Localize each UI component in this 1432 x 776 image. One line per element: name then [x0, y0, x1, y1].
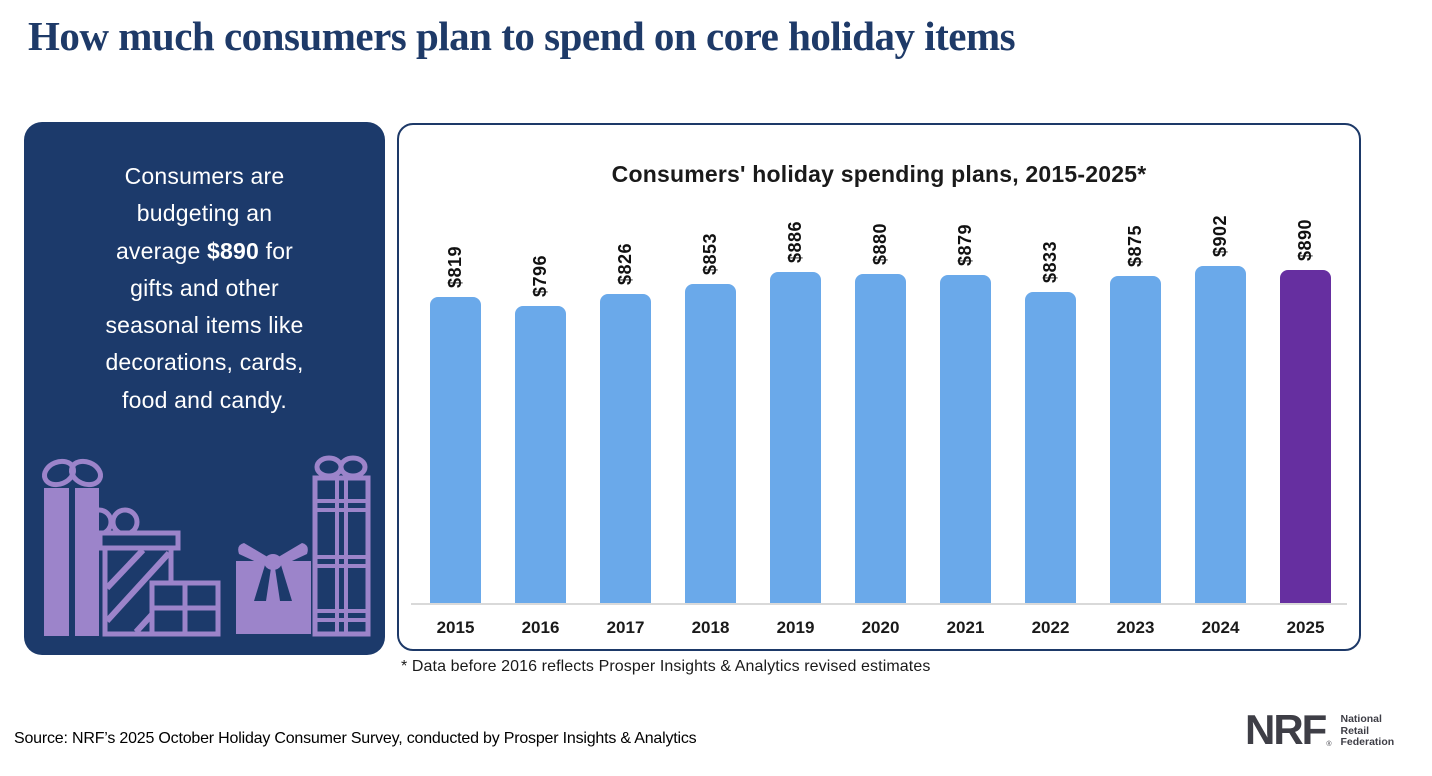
x-tick-label: 2020 — [861, 618, 900, 637]
bar-group-2025: $890 — [1280, 219, 1331, 603]
x-axis-labels: 2015 2016 2017 2018 2019 2020 2021 2022 2023 2024… — [430, 618, 1331, 638]
bar-value-label: $826 — [615, 242, 635, 285]
bar-value-label: $853 — [700, 232, 720, 275]
bar — [515, 306, 566, 603]
x-tick-label: 2015 — [436, 618, 475, 637]
bar — [770, 272, 821, 603]
nrf-logo-abbr: NRF — [1245, 706, 1327, 753]
bar — [1110, 276, 1161, 603]
bar — [1025, 292, 1076, 603]
bar-value-label: $875 — [1125, 224, 1145, 267]
x-tick-label: 2023 — [1116, 618, 1155, 637]
x-tick-label: 2017 — [606, 618, 645, 637]
callout-line: budgeting an — [136, 200, 273, 227]
x-tick-label: 2019 — [776, 618, 815, 637]
chart-panel: Consumers' holiday spending plans, 2015-… — [397, 123, 1361, 651]
x-tick-label: 2024 — [1201, 618, 1240, 637]
gift-boxes-icon — [41, 455, 371, 637]
registered-mark-icon: ® — [1326, 740, 1332, 748]
callout-highlight-amount: $890 — [207, 237, 260, 264]
callout-text: Consumers are budgeting an average $890 … — [55, 158, 355, 419]
plot-area: $819 $796 $826 $853 $886 $880 $879 $833 $875 $902… — [430, 183, 1331, 603]
bar — [1195, 266, 1246, 603]
callout-line: seasonal items like — [105, 312, 304, 338]
callout-line: decorations, cards, — [105, 349, 304, 376]
source-text: Source: NRF’s 2025 October Holiday Consu… — [14, 730, 697, 747]
x-axis-line — [411, 603, 1347, 605]
bar-value-label: $886 — [785, 220, 805, 263]
callout-line: gifts and other — [130, 274, 279, 301]
bar-group-2019: $886 — [770, 221, 821, 603]
bar-value-label: $880 — [870, 222, 890, 265]
nrf-logo-text: National Retail Federation — [1340, 713, 1395, 749]
bar-value-label: $833 — [1040, 240, 1060, 283]
x-tick-label: 2021 — [946, 618, 985, 637]
page-title: How much consumers plan to spend on core… — [28, 13, 1016, 59]
chart-title: Consumers' holiday spending plans, 2015-… — [611, 161, 1147, 187]
chart-footnote: * Data before 2016 reflects Prosper Insi… — [401, 658, 931, 675]
bar-value-label: $902 — [1210, 214, 1230, 257]
x-tick-label: 2025 — [1286, 618, 1325, 637]
bar-group-2015: $819 — [430, 246, 481, 603]
nrf-logo: NRF ® National Retail Federation — [1245, 706, 1395, 753]
bar — [1280, 270, 1331, 603]
bar-group-2016: $796 — [515, 255, 566, 603]
callout-line: Consumers are — [124, 163, 285, 189]
bar-value-label: $879 — [955, 223, 975, 266]
bar-group-2017: $826 — [600, 243, 651, 603]
bar-group-2024: $902 — [1195, 215, 1246, 603]
bar-value-label: $796 — [530, 254, 550, 297]
callout-line: food and candy. — [122, 386, 287, 413]
bar-group-2018: $853 — [685, 233, 736, 603]
x-tick-label: 2018 — [691, 618, 730, 637]
callout-line: average $890 for — [115, 237, 294, 264]
bar — [600, 294, 651, 603]
bar — [855, 274, 906, 603]
bar-group-2023: $875 — [1110, 225, 1161, 603]
bar — [940, 275, 991, 603]
x-tick-label: 2022 — [1031, 618, 1070, 637]
bar-value-label: $819 — [445, 245, 465, 288]
bar-group-2022: $833 — [1025, 241, 1076, 603]
bar — [685, 284, 736, 603]
bar-group-2020: $880 — [855, 223, 906, 603]
callout-card: Consumers are budgeting an average $890 … — [24, 122, 385, 655]
bar-value-label: $890 — [1295, 218, 1315, 261]
bar-group-2021: $879 — [940, 224, 991, 603]
x-tick-label: 2016 — [521, 618, 560, 637]
bar — [430, 297, 481, 603]
